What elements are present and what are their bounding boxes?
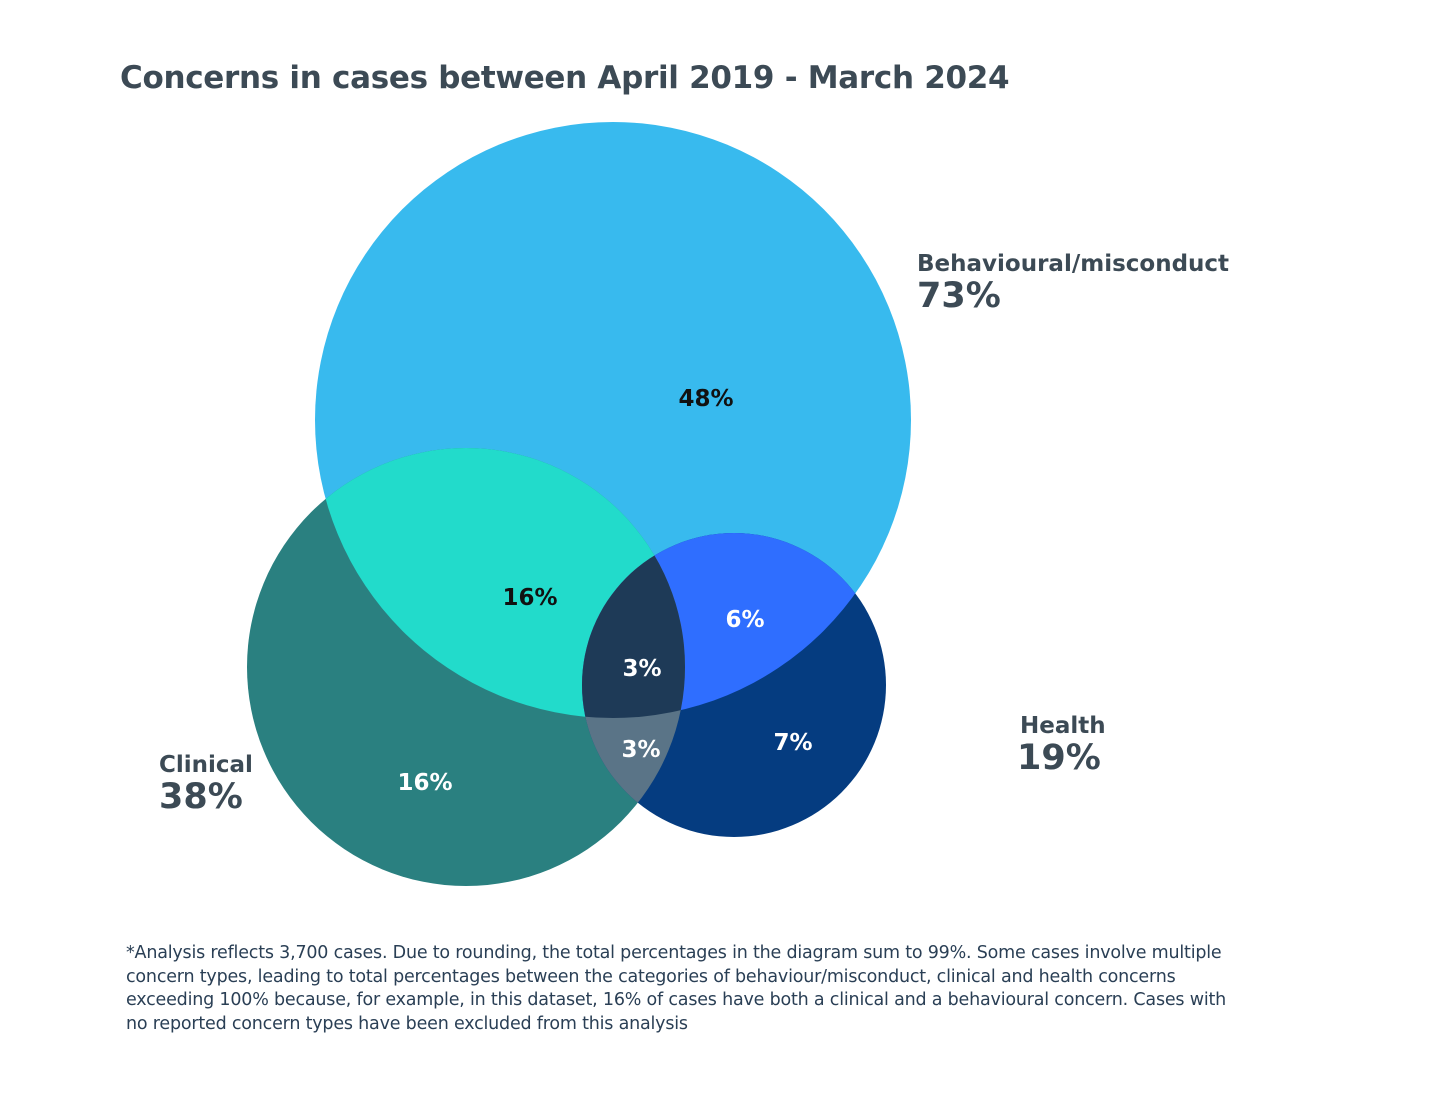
set-name-health: Health [1020, 713, 1106, 739]
set-name-behavioural: Behavioural/misconduct [917, 251, 1230, 277]
label-clinical-only: 16% [397, 770, 452, 796]
legend-behavioural: Behavioural/misconduct 73% [917, 251, 1229, 316]
label-behavioural-only: 48% [678, 386, 733, 412]
region-all-three [582, 533, 685, 718]
footnote-line: concern types, leading to total percenta… [126, 966, 1176, 987]
legend-health: Health 19% [1017, 713, 1106, 778]
set-total-health: 19% [1017, 738, 1101, 778]
label-all-three: 3% [622, 656, 661, 682]
set-name-clinical: Clinical [159, 752, 253, 778]
label-health-only: 7% [773, 730, 812, 756]
label-clinical-health: 3% [621, 737, 660, 763]
region-behavioural-clinical [315, 448, 685, 718]
set-total-behavioural: 73% [917, 276, 1001, 316]
chart-title: Concerns in cases between April 2019 - M… [120, 60, 1010, 96]
set-total-clinical: 38% [159, 777, 243, 817]
footnote: *Analysis reflects 3,700 cases. Due to r… [126, 942, 1226, 1036]
label-behavioural-clinical: 16% [502, 585, 557, 611]
footnote-line: *Analysis reflects 3,700 cases. Due to r… [126, 943, 1222, 963]
footnote-line: exceeding 100% because, for example, in … [126, 990, 1227, 1010]
label-behavioural-health: 6% [725, 607, 764, 633]
legend-clinical: Clinical 38% [159, 752, 253, 817]
footnote-line: no reported concern types have been excl… [126, 1013, 688, 1034]
